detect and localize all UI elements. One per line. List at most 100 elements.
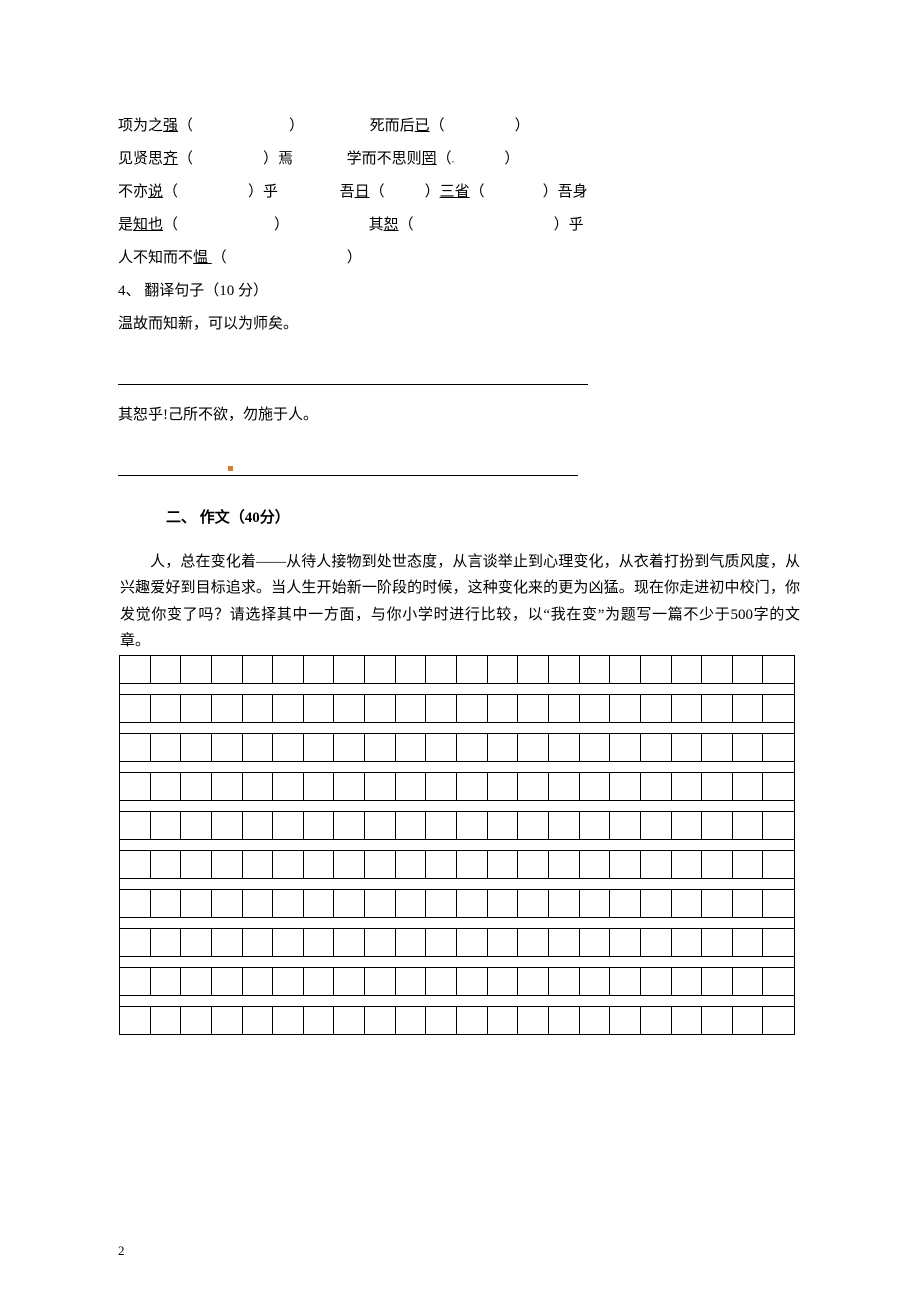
grid-cell[interactable] [549,890,580,917]
grid-cell[interactable] [426,890,457,917]
grid-cell[interactable] [763,968,794,995]
grid-row[interactable] [120,968,794,996]
grid-cell[interactable] [457,890,488,917]
grid-cell[interactable] [702,851,733,878]
grid-cell[interactable] [580,968,611,995]
grid-cell[interactable] [181,812,212,839]
grid-cell[interactable] [304,929,335,956]
grid-cell[interactable] [580,890,611,917]
grid-cell[interactable] [426,812,457,839]
grid-cell[interactable] [334,851,365,878]
grid-cell[interactable] [763,1007,794,1034]
grid-cell[interactable] [580,734,611,761]
grid-cell[interactable] [702,929,733,956]
grid-cell[interactable] [641,968,672,995]
composition-grid[interactable] [119,655,795,1035]
grid-cell[interactable] [212,656,243,683]
grid-cell[interactable] [243,695,274,722]
grid-cell[interactable] [426,851,457,878]
grid-cell[interactable] [151,1007,182,1034]
grid-cell[interactable] [334,1007,365,1034]
grid-cell[interactable] [273,968,304,995]
grid-cell[interactable] [672,890,703,917]
grid-cell[interactable] [549,968,580,995]
grid-cell[interactable] [151,773,182,800]
grid-cell[interactable] [518,734,549,761]
grid-cell[interactable] [702,773,733,800]
grid-cell[interactable] [763,773,794,800]
grid-cell[interactable] [181,695,212,722]
grid-cell[interactable] [580,851,611,878]
grid-cell[interactable] [212,890,243,917]
grid-cell[interactable] [181,656,212,683]
grid-cell[interactable] [518,1007,549,1034]
grid-cell[interactable] [212,773,243,800]
grid-cell[interactable] [304,695,335,722]
grid-cell[interactable] [610,656,641,683]
grid-row[interactable] [120,1007,794,1035]
grid-cell[interactable] [672,851,703,878]
grid-cell[interactable] [580,656,611,683]
grid-cell[interactable] [488,812,519,839]
grid-row[interactable] [120,890,794,918]
grid-cell[interactable] [733,812,764,839]
grid-cell[interactable] [580,929,611,956]
grid-cell[interactable] [610,773,641,800]
grid-cell[interactable] [763,695,794,722]
grid-cell[interactable] [518,656,549,683]
grid-cell[interactable] [304,890,335,917]
grid-cell[interactable] [365,695,396,722]
grid-cell[interactable] [488,695,519,722]
grid-row[interactable] [120,812,794,840]
grid-cell[interactable] [365,1007,396,1034]
grid-cell[interactable] [763,890,794,917]
grid-cell[interactable] [212,1007,243,1034]
grid-cell[interactable] [304,734,335,761]
grid-cell[interactable] [518,851,549,878]
grid-cell[interactable] [151,812,182,839]
grid-cell[interactable] [518,695,549,722]
grid-cell[interactable] [243,773,274,800]
grid-cell[interactable] [733,1007,764,1034]
grid-cell[interactable] [273,929,304,956]
grid-cell[interactable] [641,656,672,683]
grid-cell[interactable] [212,851,243,878]
answer-line-1[interactable] [118,357,588,385]
grid-row[interactable] [120,695,794,723]
grid-cell[interactable] [702,890,733,917]
grid-cell[interactable] [610,929,641,956]
grid-cell[interactable] [518,812,549,839]
grid-cell[interactable] [733,968,764,995]
grid-cell[interactable] [151,656,182,683]
grid-cell[interactable] [426,734,457,761]
grid-cell[interactable] [641,812,672,839]
grid-cell[interactable] [151,734,182,761]
grid-cell[interactable] [733,851,764,878]
grid-cell[interactable] [702,812,733,839]
grid-cell[interactable] [120,851,151,878]
grid-cell[interactable] [151,968,182,995]
grid-cell[interactable] [181,773,212,800]
grid-cell[interactable] [580,1007,611,1034]
grid-cell[interactable] [365,656,396,683]
grid-cell[interactable] [212,929,243,956]
grid-cell[interactable] [457,656,488,683]
grid-cell[interactable] [457,968,488,995]
grid-cell[interactable] [334,929,365,956]
grid-cell[interactable] [273,812,304,839]
grid-cell[interactable] [273,773,304,800]
grid-cell[interactable] [396,734,427,761]
grid-cell[interactable] [763,851,794,878]
grid-cell[interactable] [518,773,549,800]
grid-cell[interactable] [672,968,703,995]
grid-cell[interactable] [426,968,457,995]
grid-cell[interactable] [702,968,733,995]
grid-cell[interactable] [610,695,641,722]
grid-cell[interactable] [488,851,519,878]
grid-cell[interactable] [763,929,794,956]
grid-cell[interactable] [672,812,703,839]
grid-cell[interactable] [334,695,365,722]
grid-cell[interactable] [672,1007,703,1034]
grid-cell[interactable] [396,929,427,956]
grid-cell[interactable] [549,812,580,839]
